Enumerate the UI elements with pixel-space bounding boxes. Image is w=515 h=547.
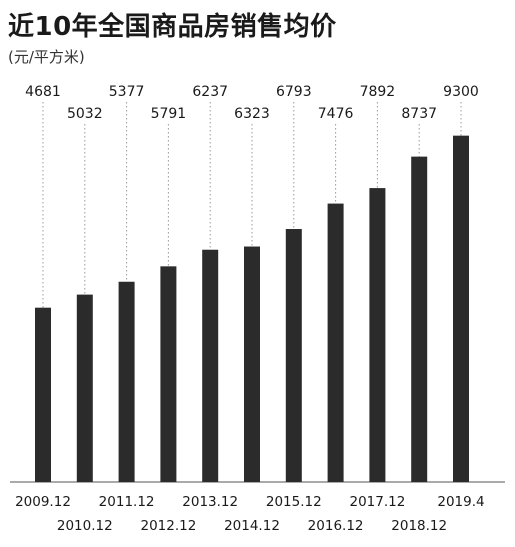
bar <box>118 281 135 482</box>
bar <box>369 188 386 482</box>
x-tick-label: 2019.4 <box>437 494 484 510</box>
bar <box>160 266 177 482</box>
x-tick-label: 2018.12 <box>391 518 447 534</box>
data-label: 7892 <box>360 84 396 100</box>
bar <box>202 249 219 482</box>
data-label: 5032 <box>67 106 103 122</box>
bar <box>453 135 469 483</box>
data-label: 5377 <box>109 84 145 100</box>
x-tick-label: 2011.12 <box>99 494 155 510</box>
bar <box>76 294 93 482</box>
bar <box>327 203 344 483</box>
chart-unit-label: (元/平方米) <box>8 48 85 66</box>
data-label: 5791 <box>151 106 187 122</box>
x-tick-label: 2010.12 <box>57 518 113 534</box>
bar <box>285 229 302 482</box>
data-label: 4681 <box>25 84 61 100</box>
bar <box>35 307 51 482</box>
data-label: 6793 <box>276 84 312 100</box>
bar <box>244 246 260 482</box>
x-tick-label: 2013.12 <box>182 494 238 510</box>
x-tick-label: 2015.12 <box>266 494 322 510</box>
x-tick-label: 2016.12 <box>308 518 364 534</box>
data-label: 6237 <box>192 84 228 100</box>
data-label: 9300 <box>443 84 479 100</box>
bar <box>411 156 428 482</box>
data-label: 6323 <box>234 106 270 122</box>
x-tick-label: 2014.12 <box>224 518 280 534</box>
data-label: 7476 <box>318 106 354 122</box>
data-label: 8737 <box>401 106 437 122</box>
x-tick-label: 2012.12 <box>140 518 196 534</box>
x-tick-label: 2009.12 <box>15 494 71 510</box>
x-tick-label: 2017.12 <box>349 494 405 510</box>
chart-title: 近10年全国商品房销售均价 <box>8 12 337 42</box>
